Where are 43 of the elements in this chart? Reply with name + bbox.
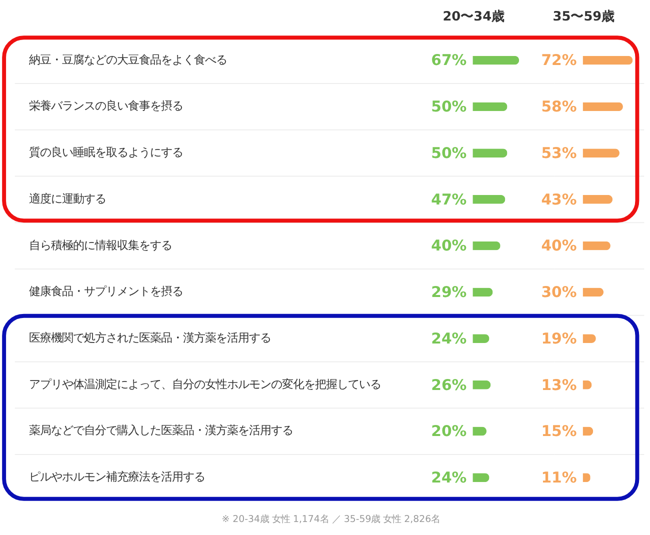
bar <box>472 194 506 204</box>
text: 20〜34歳 <box>442 10 505 25</box>
text: 35〜59歳 <box>552 10 615 25</box>
data-label: 47% <box>431 190 467 208</box>
bar <box>472 241 500 250</box>
data-label: 13% <box>541 376 577 394</box>
data-label: 15% <box>541 422 577 440</box>
data-label: 30% <box>541 283 577 302</box>
y-tick-label: 健康食品・サプリメントを摂る <box>29 284 184 298</box>
y-tick-label: ピルやホルモン補充療法を活用する <box>29 470 206 484</box>
y-tick-label: 栄養バランスの良い食事を摂る <box>29 98 184 113</box>
data-label: 43% <box>541 190 577 208</box>
bar <box>582 56 633 65</box>
data-label: 24% <box>431 468 467 487</box>
data-label: 29% <box>431 283 467 302</box>
data-label: 20% <box>431 422 467 440</box>
bar <box>582 241 610 250</box>
data-label: 40% <box>541 236 577 255</box>
data-label: 58% <box>541 98 577 116</box>
y-tick-label: 自ら積極的に情報収集をする <box>29 238 172 252</box>
bar <box>582 148 620 158</box>
bar <box>472 56 520 65</box>
data-label: 53% <box>541 144 577 162</box>
bar <box>472 148 508 158</box>
data-label: 26% <box>431 376 467 394</box>
data-label: 40% <box>431 236 467 255</box>
data-label: 72% <box>541 51 577 70</box>
y-tick-label: 薬局などで自分で購入した医薬品・漢方薬を活用する <box>29 423 294 438</box>
y-tick-label: アプリや体温測定によって、自分の女性ホルモンの変化を把握している <box>29 376 382 391</box>
data-label: 50% <box>431 98 467 116</box>
y-tick-label: 医療機関で処方された医薬品・漢方薬を活用する <box>29 330 272 344</box>
data-label: 11% <box>541 468 577 487</box>
bar <box>472 102 508 112</box>
data-label: 67% <box>431 51 467 70</box>
text: ※ 20-34歳 女性 1,174名 ／ 35-59歳 女性 2,826名 <box>222 514 440 526</box>
bar <box>582 194 613 204</box>
data-label: 19% <box>541 329 577 348</box>
data-label: 24% <box>431 329 467 348</box>
y-tick-label: 納豆・豆腐などの大豆食品をよく食べる <box>29 52 228 66</box>
bar <box>582 102 623 112</box>
data-label: 50% <box>431 144 467 162</box>
y-tick-label: 質の良い睡眠を取るようにする <box>29 145 184 160</box>
y-tick-label: 適度に運動する <box>29 191 106 206</box>
